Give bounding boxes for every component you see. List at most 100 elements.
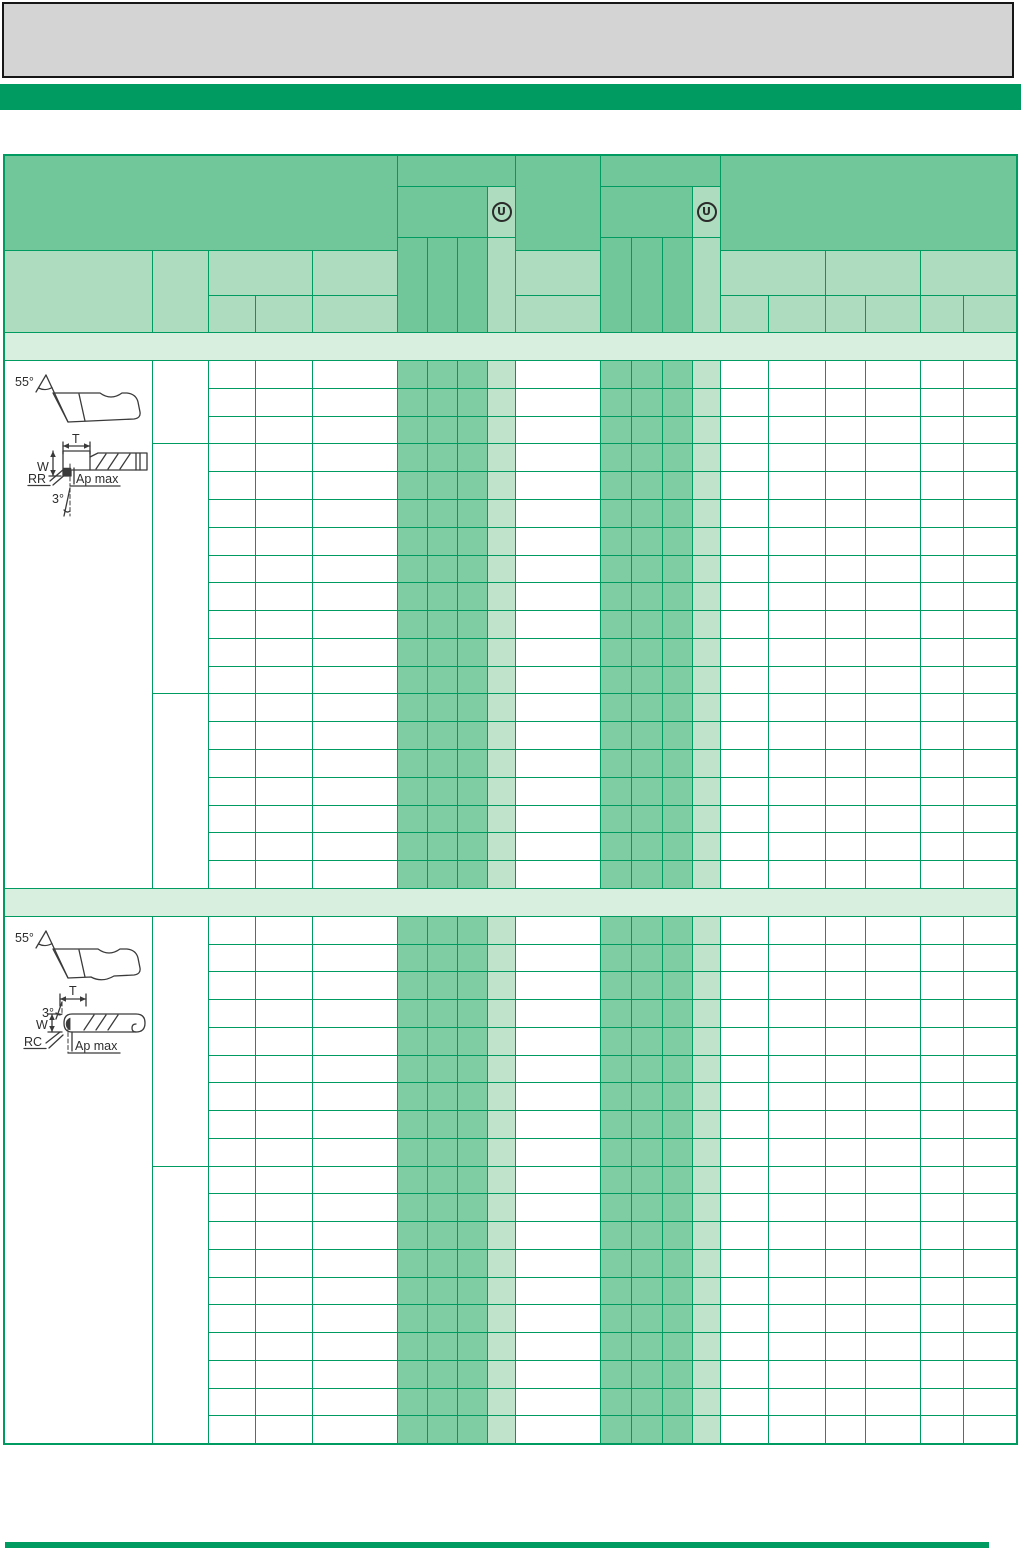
grade-col-cell [458, 972, 487, 999]
spec-cell [826, 972, 865, 999]
spec-cell [769, 528, 825, 555]
spec-cell [313, 639, 397, 666]
header-subcell [488, 238, 515, 332]
clearance-angle-label: 3° [52, 492, 64, 506]
spec-cell [313, 861, 397, 888]
grade-col-cell [398, 417, 427, 443]
spec-cell [721, 750, 768, 777]
spec-cell [313, 1361, 397, 1388]
spec-cell [721, 500, 768, 527]
insert-drawing-cell: 55° T W RR Ap max 3° [5, 361, 152, 888]
grade-col-cell [428, 667, 457, 693]
spec-cell [209, 583, 255, 610]
spec-cell [769, 945, 825, 971]
coated-grade-col-cell [693, 361, 720, 388]
grade-col-cell [428, 1028, 457, 1055]
grade-col-cell [458, 556, 487, 582]
grade-col-cell [601, 917, 631, 944]
spec-cell [826, 778, 865, 805]
spec-cell [256, 1056, 312, 1082]
grade-col-cell [663, 1167, 692, 1193]
grade-col-cell [398, 583, 427, 610]
spec-cell [964, 1222, 1016, 1249]
spec-cell [209, 1278, 255, 1304]
header-cell [632, 238, 662, 332]
grade-col-cell [398, 361, 427, 388]
spec-cell [721, 833, 768, 860]
header-subcell [721, 251, 825, 295]
grade-col-cell [663, 1111, 692, 1138]
spec-cell [256, 417, 312, 443]
spec-cell [964, 694, 1016, 721]
grade-col-cell [458, 861, 487, 888]
spec-cell [313, 472, 397, 499]
spec-cell [721, 667, 768, 693]
grade-col-cell [458, 500, 487, 527]
grade-col-cell [663, 1028, 692, 1055]
spec-cell [516, 1250, 600, 1277]
spec-cell [921, 472, 963, 499]
spec-cell [313, 1028, 397, 1055]
grade-col-cell [663, 583, 692, 610]
grade-col-cell [398, 917, 427, 944]
coated-grade-col-cell [693, 472, 720, 499]
grade-col-cell [398, 1250, 427, 1277]
spec-cell [721, 694, 768, 721]
spec-cell [921, 1167, 963, 1193]
spec-cell [313, 556, 397, 582]
spec-cell [313, 389, 397, 416]
spec-cell [964, 945, 1016, 971]
spec-cell [516, 945, 600, 971]
grade-col-cell [632, 833, 662, 860]
spec-cell [313, 694, 397, 721]
grade-col-cell [458, 528, 487, 555]
spec-cell [313, 1111, 397, 1138]
spec-cell [921, 611, 963, 638]
spec-cell [516, 1056, 600, 1082]
spec-cell [313, 500, 397, 527]
spec-cell [256, 1361, 312, 1388]
header-subcell [516, 296, 600, 332]
spec-cell [866, 611, 920, 638]
spec-cell [866, 528, 920, 555]
spec-cell [826, 472, 865, 499]
grade-col-cell [663, 778, 692, 805]
grade-col-cell [398, 1139, 427, 1166]
spec-cell [866, 389, 920, 416]
spec-cell [256, 639, 312, 666]
spec-cell [769, 917, 825, 944]
spec-cell [313, 1389, 397, 1415]
grade-col-cell [398, 722, 427, 749]
spec-cell [209, 1167, 255, 1193]
spec-cell [209, 722, 255, 749]
grade-col-cell [458, 1416, 487, 1443]
coated-grade-col-cell [488, 722, 515, 749]
spec-cell [313, 1416, 397, 1443]
spec-cell [769, 361, 825, 388]
spec-cell [866, 945, 920, 971]
grade-col-cell [398, 1194, 427, 1221]
spec-cell [866, 1194, 920, 1221]
grade-col-cell [458, 1333, 487, 1360]
spec-cell [769, 1250, 825, 1277]
spec-cell [866, 806, 920, 832]
grade-col-cell [428, 1250, 457, 1277]
spec-cell [256, 1416, 312, 1443]
grade-col-cell [601, 389, 631, 416]
spec-cell [313, 1139, 397, 1166]
grade-col-cell [601, 1222, 631, 1249]
grade-col-cell [632, 806, 662, 832]
grade-col-cell [398, 1028, 427, 1055]
grade-col-cell [458, 639, 487, 666]
spec-cell [826, 1333, 865, 1360]
grade-col-cell [458, 1056, 487, 1082]
spec-cell [866, 444, 920, 471]
spec-cell [964, 444, 1016, 471]
spec-cell [516, 750, 600, 777]
grade-col-cell [398, 1222, 427, 1249]
grade-col-cell [663, 917, 692, 944]
spec-cell [826, 444, 865, 471]
spec-cell [866, 1000, 920, 1027]
spec-cell [209, 1083, 255, 1110]
spec-cell [826, 389, 865, 416]
